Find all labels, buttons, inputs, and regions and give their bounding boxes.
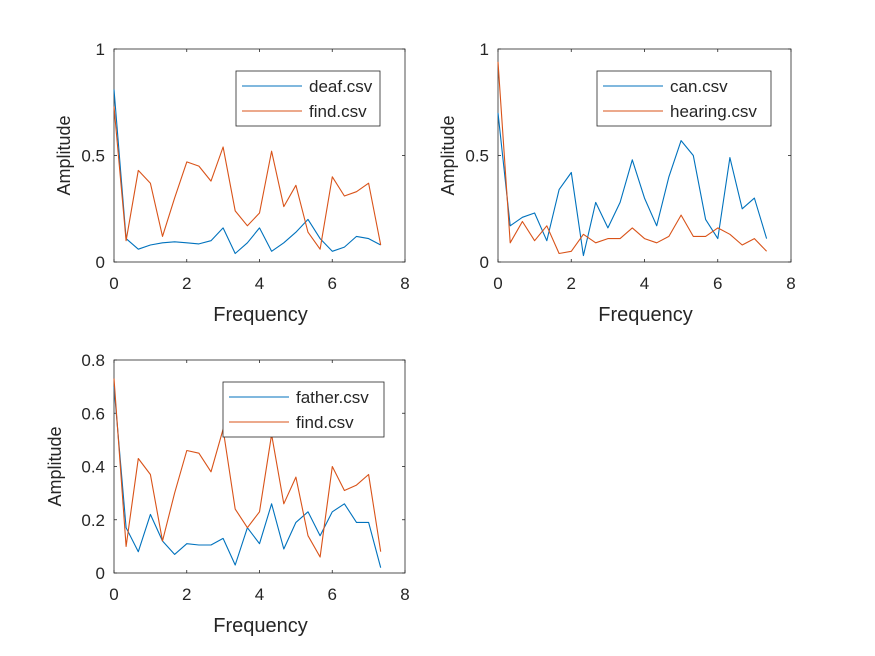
legend-label: father.csv: [296, 388, 369, 407]
chart-panel-2: 0 2 4 6 8 0 0.5 1 Frequency Amplitude can.csv heari…: [438, 40, 796, 326]
series-line-2: [497, 61, 767, 255]
x-tick-label: 2: [567, 274, 576, 293]
y-axis-label: Amplitude: [438, 115, 458, 195]
legend-box: [596, 70, 772, 127]
x-tick-label: 2: [182, 585, 191, 604]
x-tick-label: 8: [400, 274, 409, 293]
x-tick-label: 4: [640, 274, 649, 293]
y-tick-label: 0: [96, 253, 105, 272]
x-tick-label: 8: [786, 274, 795, 293]
legend-box: [235, 70, 381, 127]
y-tick-label: 0.5: [465, 147, 489, 166]
x-axis-label: Frequency: [598, 304, 693, 326]
y-tick-label: 0: [96, 564, 105, 583]
legend-label: can.csv: [670, 77, 728, 96]
x-tick-label: 6: [713, 274, 722, 293]
series-line-2: [113, 378, 382, 558]
legend-label: find.csv: [296, 413, 354, 432]
series-line-2: [113, 106, 382, 250]
x-tick-label: 0: [493, 274, 502, 293]
x-tick-label: 4: [255, 585, 264, 604]
x-tick-label: 6: [328, 274, 337, 293]
legend-label: find.csv: [309, 102, 367, 121]
legend-label: deaf.csv: [309, 77, 373, 96]
legend-label: hearing.csv: [670, 102, 757, 121]
y-axis-label: Amplitude: [45, 426, 65, 506]
x-axis-label: Frequency: [213, 304, 308, 326]
legend-box: [222, 381, 385, 438]
y-tick-label: 0.2: [81, 511, 105, 530]
x-axis-label: Frequency: [213, 615, 308, 637]
y-tick-label: 0.8: [81, 351, 105, 370]
y-tick-label: 0: [480, 253, 489, 272]
y-tick-label: 1: [480, 40, 489, 59]
y-axis-label: Amplitude: [54, 115, 74, 195]
x-tick-label: 6: [328, 585, 337, 604]
x-tick-label: 4: [255, 274, 264, 293]
x-tick-label: 0: [109, 585, 118, 604]
y-tick-label: 0.4: [81, 458, 105, 477]
y-tick-label: 0.6: [81, 404, 105, 423]
x-tick-label: 0: [109, 274, 118, 293]
y-tick-label: 0.5: [81, 147, 105, 166]
chart-panel-3: 0 2 4 6 8 0 0.2 0.4 0.6 0.8 Frequency Amplitude fath…: [45, 351, 410, 637]
y-tick-label: 1: [96, 40, 105, 59]
series-line-1: [113, 89, 381, 255]
chart-panel-1: 0 2 4 6 8 0 0.5 1 Frequency Amplitude deaf.csv find…: [54, 40, 410, 326]
x-tick-label: 8: [400, 585, 409, 604]
x-tick-label: 2: [182, 274, 191, 293]
